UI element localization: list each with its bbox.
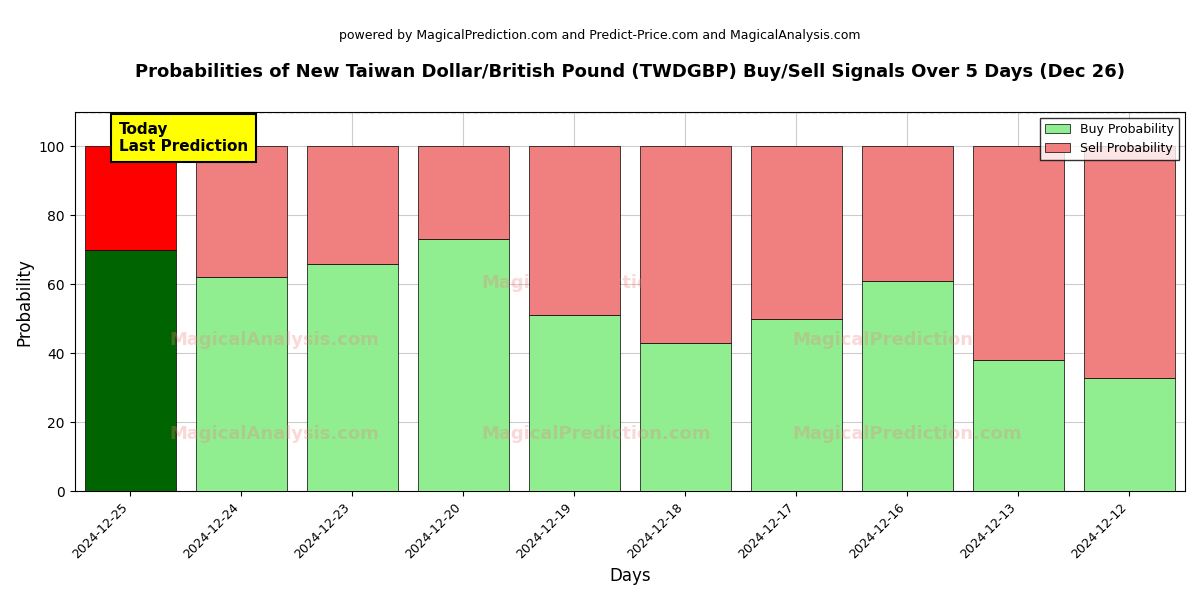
Bar	[640, 343, 731, 491]
Bar	[973, 146, 1064, 360]
Bar	[85, 250, 175, 491]
Text: MagicalPrediction.com: MagicalPrediction.com	[793, 331, 1022, 349]
Bar	[973, 360, 1064, 491]
Bar	[85, 146, 175, 250]
Bar	[307, 263, 397, 491]
Bar	[862, 146, 953, 281]
Bar	[751, 319, 842, 491]
Bar	[751, 146, 842, 319]
Text: MagicalAnalysis.com: MagicalAnalysis.com	[169, 331, 379, 349]
Bar	[1084, 146, 1175, 377]
Y-axis label: Probability: Probability	[16, 257, 34, 346]
Bar	[529, 316, 620, 491]
Legend: Buy Probability, Sell Probability: Buy Probability, Sell Probability	[1040, 118, 1178, 160]
Text: MagicalPrediction.com: MagicalPrediction.com	[481, 425, 712, 443]
Text: MagicalPrediction.com: MagicalPrediction.com	[793, 425, 1022, 443]
Bar	[529, 146, 620, 316]
Text: MagicalPrediction.com: MagicalPrediction.com	[481, 274, 712, 292]
Bar	[418, 146, 509, 239]
Bar	[196, 277, 287, 491]
Bar	[307, 146, 397, 263]
Bar	[640, 146, 731, 343]
Text: Today
Last Prediction: Today Last Prediction	[119, 122, 248, 154]
Bar	[418, 239, 509, 491]
Title: Probabilities of New Taiwan Dollar/British Pound (TWDGBP) Buy/Sell Signals Over : Probabilities of New Taiwan Dollar/Briti…	[134, 63, 1124, 81]
Bar	[196, 146, 287, 277]
Text: powered by MagicalPrediction.com and Predict-Price.com and MagicalAnalysis.com: powered by MagicalPrediction.com and Pre…	[340, 29, 860, 42]
X-axis label: Days: Days	[610, 567, 650, 585]
Text: MagicalAnalysis.com: MagicalAnalysis.com	[169, 425, 379, 443]
Bar	[1084, 377, 1175, 491]
Bar	[862, 281, 953, 491]
